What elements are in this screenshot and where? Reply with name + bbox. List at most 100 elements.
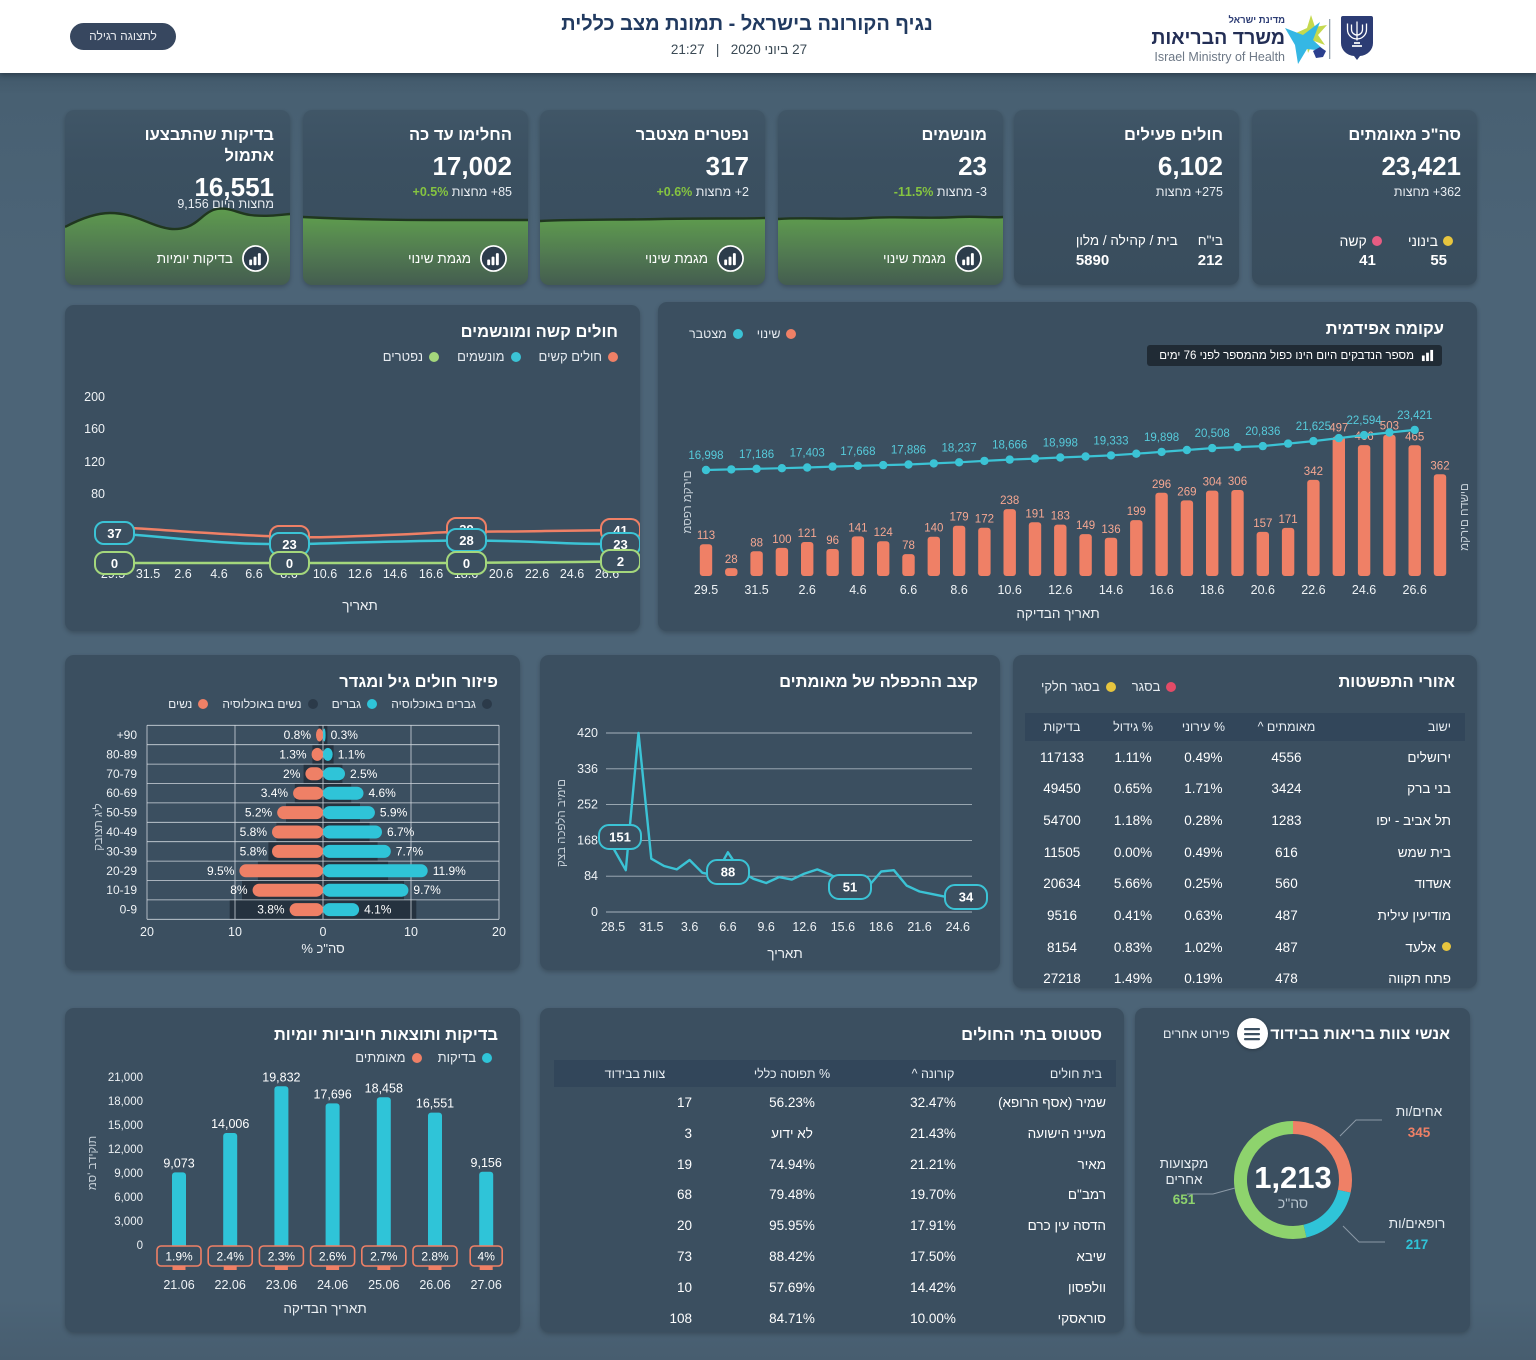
svg-text:10: 10 <box>228 925 242 939</box>
svg-text:6.6: 6.6 <box>245 567 262 581</box>
svg-text:2.8%: 2.8% <box>421 1250 449 1264</box>
svg-text:50-59: 50-59 <box>106 806 137 820</box>
svg-text:124: 124 <box>874 527 894 539</box>
svg-text:0: 0 <box>111 556 118 571</box>
svg-text:17,668: 17,668 <box>840 446 875 458</box>
svg-text:3.4%: 3.4% <box>261 786 289 800</box>
svg-text:342: 342 <box>1304 466 1323 478</box>
svg-text:497: 497 <box>1329 422 1348 434</box>
svg-text:6.6: 6.6 <box>900 583 917 597</box>
svg-text:18,458: 18,458 <box>365 1081 403 1095</box>
svg-text:503: 503 <box>1380 421 1399 433</box>
svg-text:תאריך: תאריך <box>767 946 802 961</box>
svg-text:24.06: 24.06 <box>317 1278 348 1292</box>
svg-text:9,156: 9,156 <box>471 1156 502 1170</box>
svg-text:20.6: 20.6 <box>489 567 513 581</box>
svg-text:17,186: 17,186 <box>739 449 774 461</box>
svg-text:84: 84 <box>584 869 598 883</box>
svg-text:מקצועות: מקצועות <box>1160 1156 1209 1171</box>
svg-text:0: 0 <box>286 556 293 571</box>
svg-text:141: 141 <box>848 522 867 534</box>
svg-text:25.06: 25.06 <box>368 1278 399 1292</box>
svg-text:6,000: 6,000 <box>114 1192 143 1204</box>
svg-text:21.06: 21.06 <box>163 1278 194 1292</box>
svg-text:21.6: 21.6 <box>907 920 931 934</box>
svg-text:10.6: 10.6 <box>998 583 1022 597</box>
svg-text:9.7%: 9.7% <box>413 883 441 897</box>
svg-text:8%: 8% <box>230 883 248 897</box>
svg-text:רופאים/ות: רופאים/ות <box>1389 1216 1445 1231</box>
svg-text:4.6: 4.6 <box>210 567 227 581</box>
svg-text:172: 172 <box>975 514 994 526</box>
svg-text:14,006: 14,006 <box>211 1117 249 1131</box>
svg-text:14.6: 14.6 <box>1099 583 1123 597</box>
svg-text:2.6%: 2.6% <box>319 1250 347 1264</box>
svg-text:5.2%: 5.2% <box>245 806 273 820</box>
svg-text:4.6%: 4.6% <box>369 786 397 800</box>
svg-text:5.8%: 5.8% <box>240 825 268 839</box>
svg-text:22,594: 22,594 <box>1347 415 1383 427</box>
svg-text:17,886: 17,886 <box>891 445 926 457</box>
svg-text:23,421: 23,421 <box>1397 410 1432 422</box>
svg-text:27.06: 27.06 <box>471 1278 502 1292</box>
svg-text:0.3%: 0.3% <box>331 728 359 742</box>
svg-text:תאריך הבדיקה: תאריך הבדיקה <box>1016 606 1099 621</box>
svg-text:12.6: 12.6 <box>792 920 816 934</box>
svg-text:0: 0 <box>591 905 598 919</box>
svg-text:אחרים: אחרים <box>1166 1172 1203 1187</box>
svg-text:2.3%: 2.3% <box>268 1250 296 1264</box>
svg-text:30-39: 30-39 <box>106 844 137 858</box>
svg-text:2.7%: 2.7% <box>370 1250 398 1264</box>
svg-text:113: 113 <box>697 530 715 542</box>
svg-text:136: 136 <box>1101 524 1120 536</box>
svg-text:22.6: 22.6 <box>1301 583 1325 597</box>
svg-text:217: 217 <box>1406 1237 1429 1252</box>
svg-text:88: 88 <box>721 865 735 880</box>
svg-text:24.6: 24.6 <box>946 920 970 934</box>
svg-text:0: 0 <box>463 556 470 571</box>
svg-text:4.6: 4.6 <box>849 583 866 597</box>
svg-text:2.6: 2.6 <box>799 583 816 597</box>
svg-text:16.6: 16.6 <box>1149 583 1173 597</box>
svg-text:120: 120 <box>84 455 105 469</box>
svg-text:17,696: 17,696 <box>313 1087 351 1101</box>
svg-text:20: 20 <box>140 925 154 939</box>
svg-text:252: 252 <box>577 798 598 812</box>
svg-text:80: 80 <box>91 487 105 501</box>
svg-text:משרד הבריאות: משרד הבריאות <box>1151 27 1285 49</box>
svg-text:21,000: 21,000 <box>108 1072 143 1084</box>
svg-text:362: 362 <box>1430 460 1449 472</box>
svg-text:28: 28 <box>459 533 473 548</box>
svg-text:296: 296 <box>1152 479 1171 491</box>
svg-text:22.6: 22.6 <box>525 567 549 581</box>
svg-text:269: 269 <box>1177 486 1196 498</box>
svg-text:6.7%: 6.7% <box>387 825 415 839</box>
svg-text:19,333: 19,333 <box>1093 435 1128 447</box>
svg-text:18,237: 18,237 <box>942 442 977 454</box>
svg-text:420: 420 <box>577 726 598 740</box>
svg-text:23.06: 23.06 <box>266 1278 297 1292</box>
svg-text:96: 96 <box>826 535 839 547</box>
svg-text:9,000: 9,000 <box>114 1168 143 1180</box>
svg-text:18,666: 18,666 <box>992 440 1027 452</box>
svg-text:37: 37 <box>107 526 121 541</box>
svg-text:6.6: 6.6 <box>719 920 736 934</box>
svg-text:336: 336 <box>577 762 598 776</box>
svg-text:20.6: 20.6 <box>1251 583 1275 597</box>
svg-text:24.6: 24.6 <box>560 567 584 581</box>
svg-text:51: 51 <box>843 880 857 895</box>
svg-text:345: 345 <box>1408 1125 1431 1140</box>
svg-text:171: 171 <box>1279 514 1298 526</box>
svg-text:2.6: 2.6 <box>174 567 191 581</box>
svg-text:651: 651 <box>1173 1192 1196 1207</box>
svg-text:140: 140 <box>924 523 943 535</box>
svg-text:10.6: 10.6 <box>313 567 337 581</box>
svg-text:34: 34 <box>959 890 974 905</box>
svg-text:70-79: 70-79 <box>106 767 137 781</box>
svg-text:100: 100 <box>772 534 791 546</box>
svg-text:88: 88 <box>750 537 763 549</box>
svg-text:18.6: 18.6 <box>1200 583 1224 597</box>
svg-text:26.6: 26.6 <box>1403 583 1427 597</box>
svg-text:9.6: 9.6 <box>758 920 775 934</box>
svg-text:תאריך: תאריך <box>342 598 377 613</box>
